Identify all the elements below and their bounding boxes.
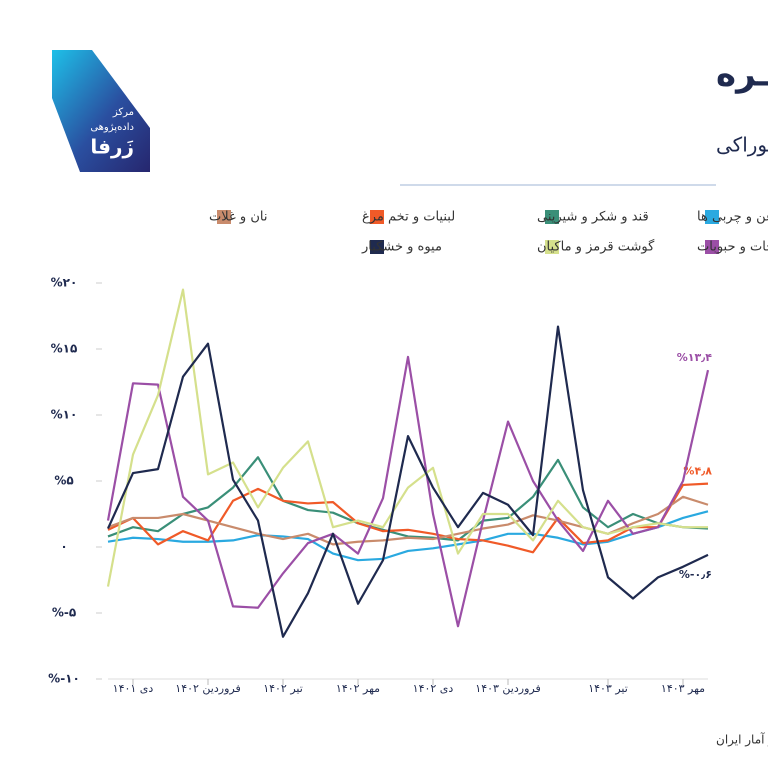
series-line: [106, 288, 708, 587]
legend-label: لبنیات و تخم مرغ: [362, 210, 455, 225]
legend-label: میوه و خشکبار: [361, 240, 442, 255]
legend-label: سبزیجات و حبوبات: [697, 240, 768, 255]
logo-text: زَرفا: [90, 135, 134, 159]
chart-subtitle: تغییرات ماهانه قیمت اقلام خوراکی: [716, 133, 768, 157]
series-line: [107, 456, 709, 542]
legend-label: نان و غلات: [209, 210, 267, 225]
series-line: [107, 510, 709, 562]
legend-swatch: [370, 240, 384, 254]
logo-shape: [52, 50, 150, 172]
legend-label: گوشت قرمز و ماکیان: [537, 239, 655, 255]
legend-swatch: [217, 210, 231, 224]
x-tick-label: فروردین ۱۴۰۳: [475, 682, 540, 695]
series-line: [106, 355, 710, 628]
legend-swatch: [705, 210, 719, 224]
y-tick-label: %۱۵: [51, 342, 78, 356]
legend-swatch: [705, 240, 719, 254]
x-tick-label: دی ۱۴۰۱: [113, 682, 154, 695]
value-label: %۴٫۸: [683, 465, 712, 478]
chart-title: تـورم روی سفــره: [716, 55, 768, 95]
x-tick-label: تیر ۱۴۰۲: [263, 682, 303, 695]
x-tick-label: مهر ۱۴۰۳: [661, 682, 705, 695]
logo-text: مرکز: [112, 107, 134, 118]
y-tick-label: %-۵: [52, 606, 76, 620]
logo-text: داده‌پژوهی: [90, 122, 134, 133]
legend-label: قند و شکر و شیرینی: [537, 210, 649, 225]
y-tick-label: %۵: [54, 474, 73, 488]
series-line: [106, 325, 709, 638]
legend-swatch: [545, 240, 559, 254]
legend-swatch: [370, 210, 384, 224]
x-tick-label: مهر ۱۴۰۲: [336, 682, 380, 695]
value-label: %-۰٫۶: [679, 568, 712, 581]
legend-swatch: [545, 210, 559, 224]
y-tick-label: %۱۰: [51, 408, 78, 422]
value-label: %۱۳٫۴: [677, 351, 713, 364]
source: *منبع: مرکز آمار ایران: [716, 732, 768, 748]
x-tick-label: دی ۱۴۰۲: [413, 682, 454, 695]
x-tick-label: تیر ۱۴۰۳: [588, 682, 628, 695]
series-line: [107, 482, 709, 554]
y-tick-label: %۲۰: [51, 276, 78, 290]
y-tick-label: ۰: [60, 540, 67, 554]
x-tick-label: فروردین ۱۴۰۲: [175, 682, 240, 695]
y-tick-label: %-۱۰: [48, 672, 80, 686]
legend-label: روغن و چربی ها: [697, 210, 768, 225]
